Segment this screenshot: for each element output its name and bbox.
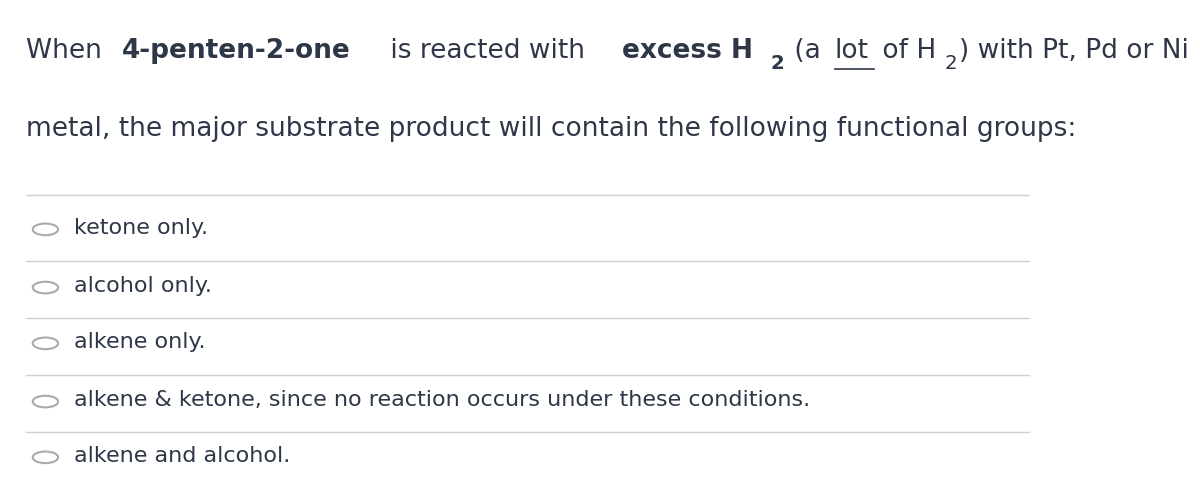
Text: ) with Pt, Pd or Ni: ) with Pt, Pd or Ni bbox=[959, 38, 1188, 64]
Text: 4-penten-2-one: 4-penten-2-one bbox=[122, 38, 350, 64]
Text: 2: 2 bbox=[770, 54, 784, 73]
Text: When: When bbox=[26, 38, 110, 64]
Text: metal, the major substrate product will contain the following functional groups:: metal, the major substrate product will … bbox=[26, 116, 1076, 141]
Text: ketone only.: ketone only. bbox=[74, 217, 208, 237]
Text: is reacted with: is reacted with bbox=[382, 38, 593, 64]
Text: alkene only.: alkene only. bbox=[74, 331, 205, 351]
Text: alkene and alcohol.: alkene and alcohol. bbox=[74, 445, 290, 465]
Text: lot: lot bbox=[835, 38, 869, 64]
Text: alcohol only.: alcohol only. bbox=[74, 275, 211, 295]
Text: 2: 2 bbox=[944, 54, 956, 73]
Text: excess H: excess H bbox=[622, 38, 752, 64]
Text: alkene & ketone, since no reaction occurs under these conditions.: alkene & ketone, since no reaction occur… bbox=[74, 389, 810, 409]
Text: of H: of H bbox=[874, 38, 936, 64]
Text: (a: (a bbox=[786, 38, 829, 64]
